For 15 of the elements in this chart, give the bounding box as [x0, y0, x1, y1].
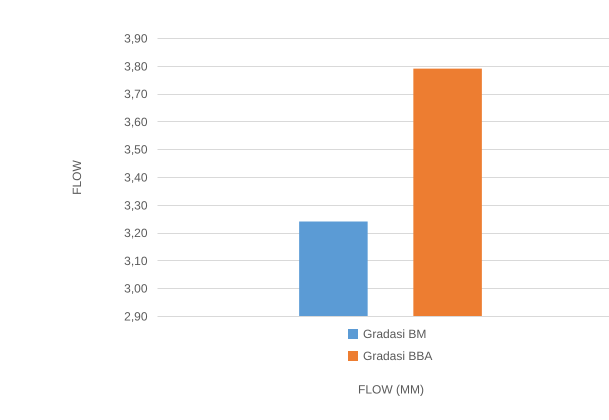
- y-axis-title: FLOW: [70, 160, 84, 195]
- y-tick-label: 3,30: [124, 198, 148, 212]
- x-axis-title: FLOW (MM): [358, 382, 424, 396]
- y-tick-label: 3,40: [124, 170, 148, 184]
- y-tick-label: 3,60: [124, 114, 148, 129]
- y-tick-label: 3,50: [124, 142, 148, 157]
- legend-label: Gradasi BM: [363, 327, 426, 341]
- y-tick-label: 3,80: [124, 59, 148, 74]
- y-tick-label: 3,20: [124, 226, 148, 240]
- legend-label: Gradasi BBA: [363, 349, 432, 363]
- y-tick-label: 3,90: [124, 32, 148, 46]
- y-tick-label: 3,00: [124, 282, 148, 296]
- y-tick-label: 2,90: [124, 310, 148, 324]
- y-tick-label: 3,10: [124, 254, 148, 268]
- y-tick-label: 3,70: [124, 87, 148, 102]
